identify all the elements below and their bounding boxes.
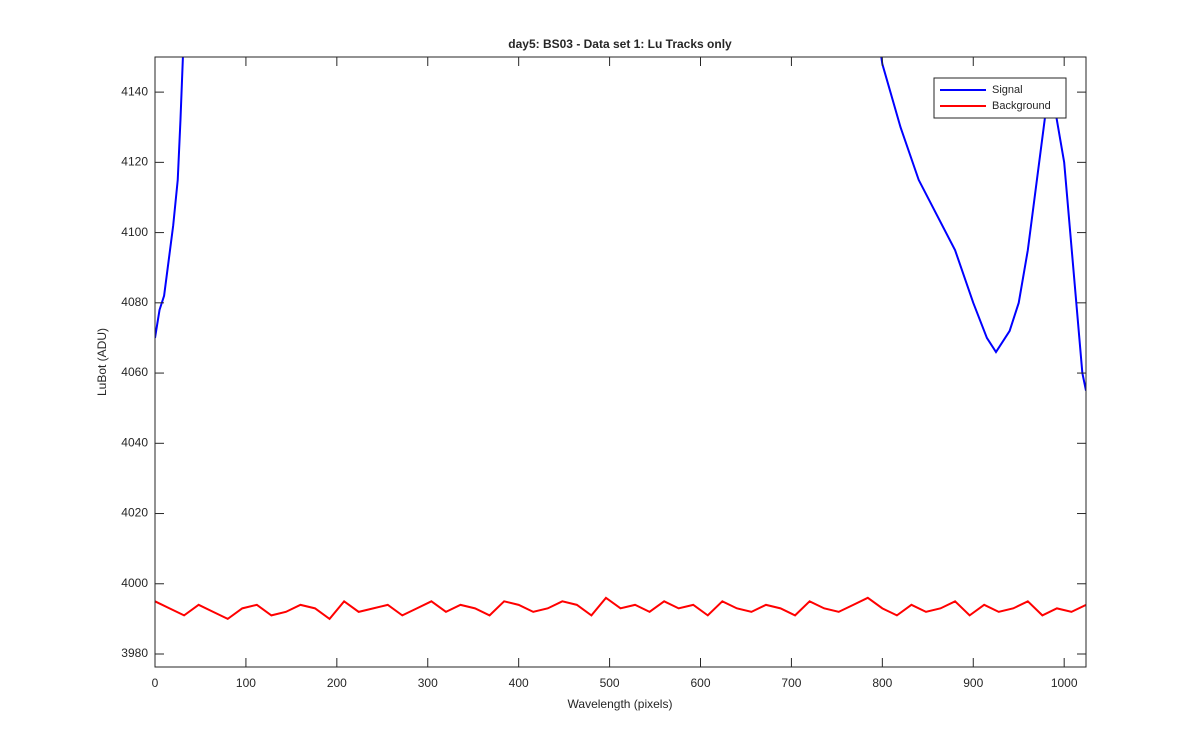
- y-axis-label: LuBot (ADU): [95, 328, 109, 396]
- x-tick-label: 400: [509, 676, 529, 690]
- x-tick-label: 200: [327, 676, 347, 690]
- x-axis-label: Wavelength (pixels): [568, 697, 673, 711]
- y-tick-label: 4140: [121, 84, 148, 98]
- series-line: [155, 596, 1086, 621]
- axes-box: [154, 56, 1087, 668]
- y-tick-label: 4100: [121, 225, 148, 239]
- y-tick-label: 4120: [121, 155, 148, 169]
- x-tick-label: 300: [418, 676, 438, 690]
- x-tick-label: 1000: [1051, 676, 1078, 690]
- x-tick-label: 600: [690, 676, 710, 690]
- y-tick-label: 4000: [121, 576, 148, 590]
- x-tick-label: 0: [152, 676, 159, 690]
- x-tick-label: 800: [872, 676, 892, 690]
- y-tick-label: 4020: [121, 506, 148, 520]
- y-tick-label: 4060: [121, 365, 148, 379]
- legend-label: Signal: [992, 84, 1023, 96]
- x-tick-label: 700: [781, 676, 801, 690]
- legend-box: [933, 77, 1067, 119]
- y-tick-label: 3980: [121, 646, 148, 660]
- x-tick-label: 900: [963, 676, 983, 690]
- y-tick-label: 4080: [121, 295, 148, 309]
- legend-label: Background: [992, 100, 1051, 112]
- x-tick-label: 100: [236, 676, 256, 690]
- y-tick-label: 4040: [121, 435, 148, 449]
- chart-title: day5: BS03 - Data set 1: Lu Tracks only: [508, 37, 732, 51]
- x-tick-label: 500: [600, 676, 620, 690]
